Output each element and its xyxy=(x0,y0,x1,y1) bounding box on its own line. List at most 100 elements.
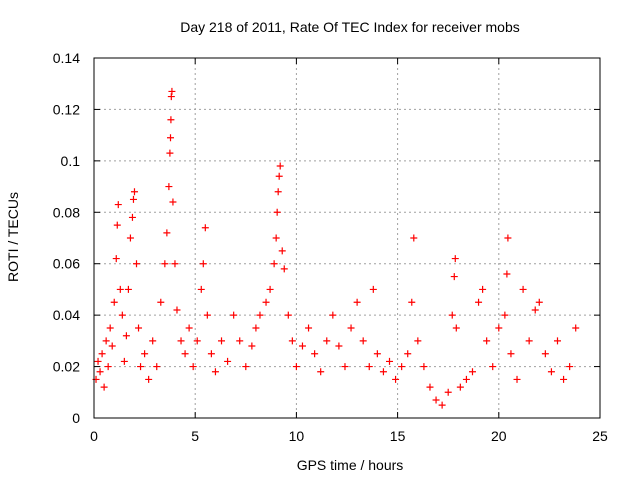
data-point xyxy=(369,285,377,293)
data-point xyxy=(468,368,476,376)
data-point xyxy=(450,273,458,281)
data-point xyxy=(248,342,256,350)
data-point xyxy=(311,350,319,358)
y-tick-label: 0.14 xyxy=(53,50,80,66)
data-point xyxy=(113,221,121,229)
data-point xyxy=(104,363,112,371)
data-point xyxy=(535,298,543,306)
data-point xyxy=(392,375,400,383)
data-point xyxy=(292,363,300,371)
data-point xyxy=(167,116,175,124)
data-point xyxy=(236,337,244,345)
data-point xyxy=(531,306,539,314)
data-point xyxy=(572,324,580,332)
data-point xyxy=(135,324,143,332)
data-point xyxy=(177,337,185,345)
data-point xyxy=(504,234,512,242)
data-point xyxy=(438,401,446,409)
data-point xyxy=(379,368,387,376)
data-point xyxy=(193,337,201,345)
data-point xyxy=(224,357,232,365)
data-point xyxy=(275,172,283,180)
data-point xyxy=(185,324,193,332)
data-point xyxy=(171,260,179,268)
data-point xyxy=(475,298,483,306)
data-point xyxy=(129,195,137,203)
data-point xyxy=(173,306,181,314)
data-point xyxy=(452,324,460,332)
data-point xyxy=(114,201,122,209)
tick-labels: 0 5 10 15 20 25 0 0.02 0.04 0.06 0.08 0.1 0.12 0.14 xyxy=(53,50,608,444)
data-point xyxy=(207,350,215,358)
data-point xyxy=(272,234,280,242)
data-point xyxy=(106,324,114,332)
y-tick-label: 0.1 xyxy=(61,153,81,169)
data-point xyxy=(566,363,574,371)
data-point xyxy=(165,183,173,191)
x-tick-label: 15 xyxy=(390,428,406,444)
data-point xyxy=(163,229,171,237)
data-point xyxy=(359,337,367,345)
data-point xyxy=(157,298,165,306)
data-point xyxy=(266,285,274,293)
data-point xyxy=(161,260,169,268)
data-point xyxy=(323,337,331,345)
data-point xyxy=(444,388,452,396)
data-point xyxy=(128,213,136,221)
data-point xyxy=(181,350,189,358)
data-point xyxy=(102,337,110,345)
data-point xyxy=(116,285,124,293)
data-points xyxy=(92,87,580,409)
data-point xyxy=(273,208,281,216)
data-point xyxy=(525,337,533,345)
data-point xyxy=(96,368,104,376)
data-point xyxy=(347,324,355,332)
data-point xyxy=(353,298,361,306)
data-point xyxy=(284,311,292,319)
data-point xyxy=(270,260,278,268)
data-point xyxy=(98,350,106,358)
data-point xyxy=(479,285,487,293)
data-point xyxy=(483,337,491,345)
plot-frame xyxy=(93,57,601,419)
data-point xyxy=(298,342,306,350)
data-point xyxy=(560,375,568,383)
data-point xyxy=(305,324,313,332)
axis-ticks xyxy=(93,57,601,419)
grid-lines xyxy=(94,58,600,418)
y-tick-label: 0.12 xyxy=(53,101,80,117)
data-point xyxy=(167,134,175,142)
data-point xyxy=(404,350,412,358)
data-point xyxy=(218,337,226,345)
data-point xyxy=(276,162,284,170)
data-point xyxy=(199,260,207,268)
chart-title: Day 218 of 2011, Rate Of TEC Index for r… xyxy=(180,19,520,35)
data-point xyxy=(335,342,343,350)
data-point xyxy=(448,311,456,319)
data-point xyxy=(341,363,349,371)
data-point xyxy=(230,311,238,319)
data-point xyxy=(274,188,282,196)
data-point xyxy=(278,247,286,255)
data-point xyxy=(317,368,325,376)
data-point xyxy=(189,363,197,371)
y-tick-label: 0.08 xyxy=(53,204,80,220)
data-point xyxy=(507,350,515,358)
data-point xyxy=(141,350,149,358)
x-tick-label: 25 xyxy=(592,428,608,444)
x-tick-label: 10 xyxy=(289,428,305,444)
y-axis-label: ROTI / TECUs xyxy=(5,192,21,282)
data-point xyxy=(242,363,250,371)
data-point xyxy=(495,324,503,332)
data-point xyxy=(541,350,549,358)
data-point xyxy=(112,255,120,263)
data-point xyxy=(137,363,145,371)
data-point xyxy=(201,224,209,232)
data-point xyxy=(553,337,561,345)
data-point xyxy=(256,311,264,319)
data-point xyxy=(130,188,138,196)
data-point xyxy=(373,350,381,358)
data-point xyxy=(462,375,470,383)
data-point xyxy=(122,332,130,340)
data-point xyxy=(280,265,288,273)
